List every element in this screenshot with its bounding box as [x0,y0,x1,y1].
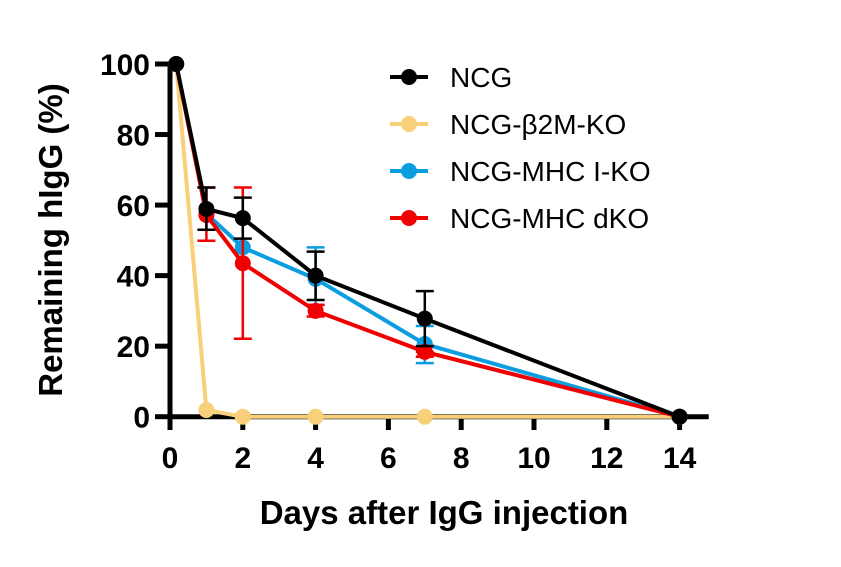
legend-marker [401,210,417,226]
y-tick-label: 0 [133,402,150,435]
data-point [198,200,215,217]
data-point [234,210,251,227]
legend-marker [401,69,417,85]
data-point [416,408,433,425]
y-axis-label: Remaining hIgG (%) [32,83,69,397]
data-point [307,267,324,284]
y-tick-label: 60 [117,190,150,223]
legend-label: NCG-MHC dKO [450,203,649,234]
y-tick-label: 40 [117,261,150,294]
data-point [671,408,688,425]
x-tick-label: 2 [234,442,251,475]
legend-marker [401,163,417,179]
x-tick-label: 6 [380,442,397,475]
legend-label: NCG [450,62,512,93]
x-tick-label: 10 [517,442,550,475]
legend-label: NCG-β2M-KO [450,109,626,140]
data-point [234,408,251,425]
series-line [174,63,680,419]
x-tick-label: 8 [453,442,470,475]
y-tick-label: 100 [100,49,150,82]
legend-label: NCG-MHC I-KO [450,156,651,187]
y-tick-label: 20 [117,331,150,364]
x-tick-label: 12 [590,442,623,475]
data-point [198,401,215,418]
data-point [307,408,324,425]
data-point [416,310,433,327]
data-point [234,255,251,272]
x-tick-label: 14 [663,442,697,475]
series-line [174,63,681,419]
x-tick-label: 0 [162,442,179,475]
data-point [416,343,433,360]
y-tick-label: 80 [117,120,150,153]
x-tick-label: 4 [307,442,324,475]
legend-marker [401,116,417,132]
data-point [307,302,324,319]
x-axis-label: Days after IgG injection [260,494,629,531]
data-point [168,56,185,72]
